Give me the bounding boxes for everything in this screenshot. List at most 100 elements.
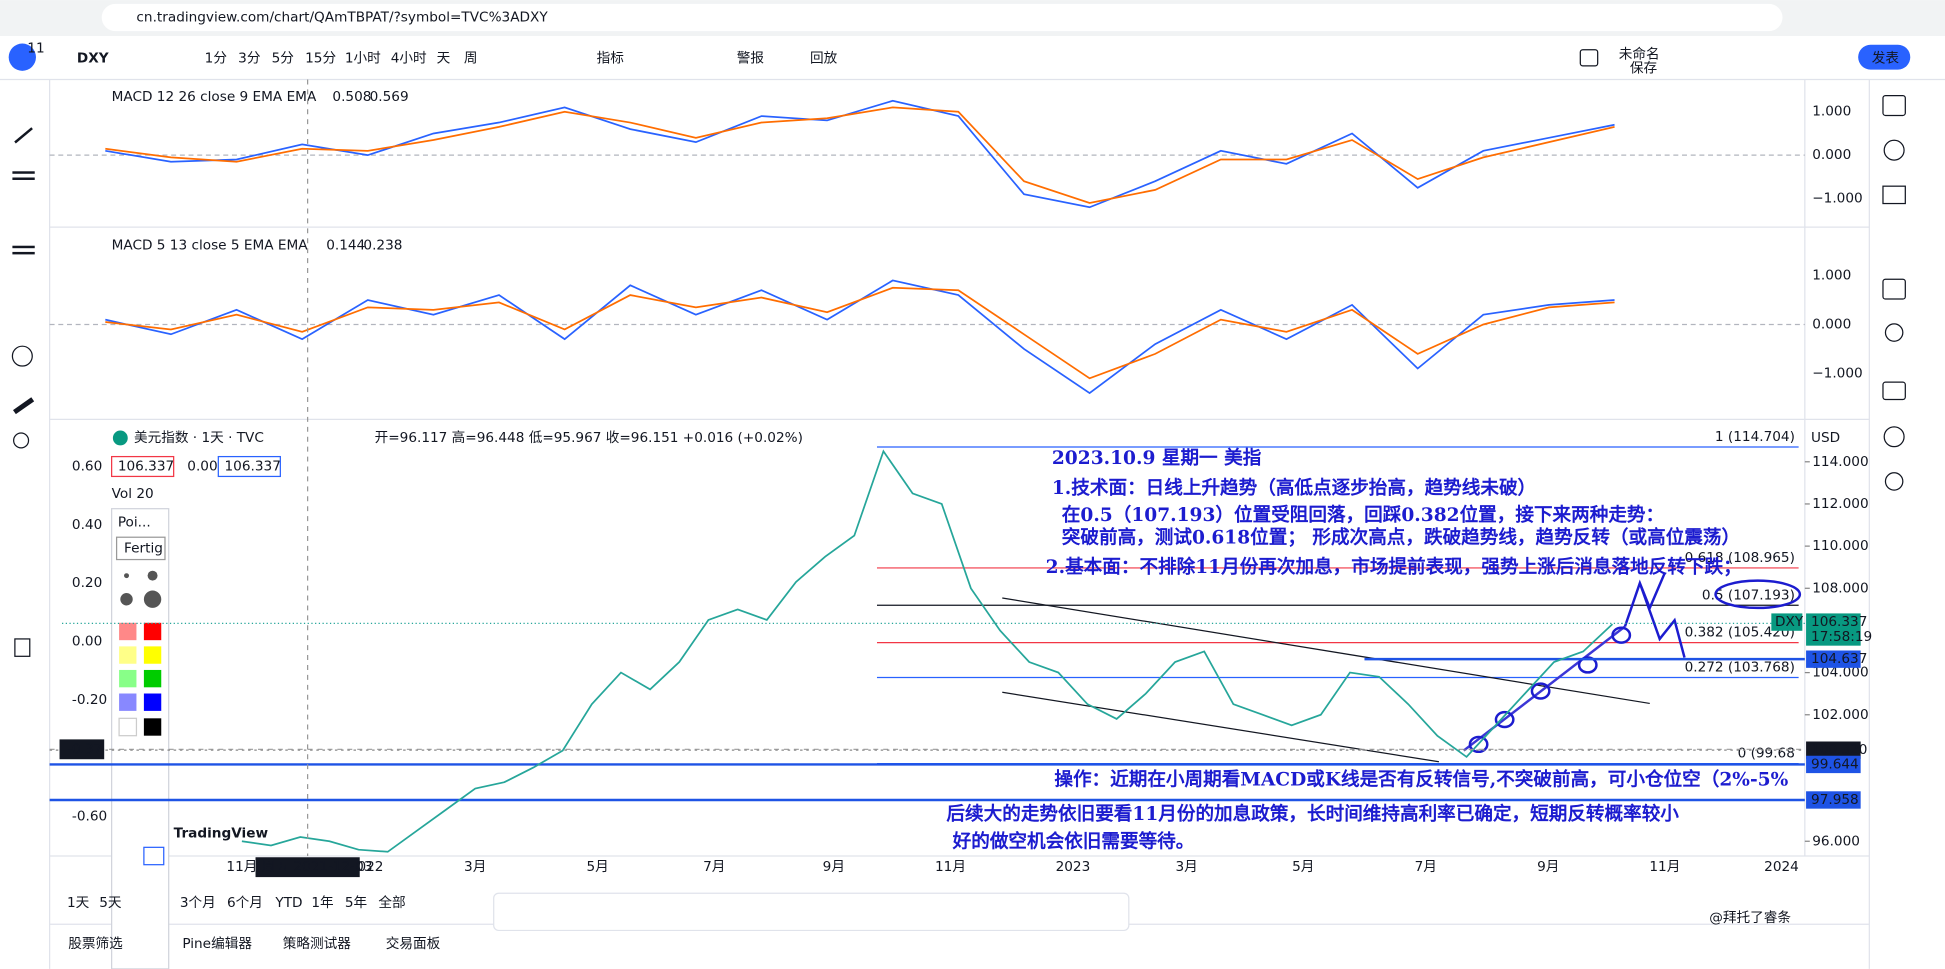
arrow-drawing [1623,572,1686,658]
ohlc: 开=96.117 高=96.448 低=95.967 收=96.151 +0.0… [375,429,803,446]
crosshair-tag [59,739,105,760]
price-tag [1806,741,1861,759]
indicator-title: MACD 5 13 close 5 EMA EMA [112,238,309,254]
fib-label: 0.618 (108.965) [1685,550,1795,566]
tab[interactable]: Pine编辑器 [182,936,252,952]
annotation: 突破前高，测试0.618位置； 形成次高点，跌破趋势线，趋势反转（或高位震荡） [1062,526,1740,548]
url[interactable]: cn.tradingview.com/chart/QAmTBPAT/?symbo… [136,9,548,25]
legend-box [217,455,281,478]
alert[interactable]: 警报 [737,50,765,66]
fib-label: 0 (99.68 [1738,746,1795,762]
annotation: 好的做空机会依旧需要等待。 [952,830,1195,852]
annotation: 1.技术面：日线上升趋势（高低点逐步抬高，趋势线未破） [1052,477,1536,499]
top-toolbar [0,36,1945,80]
interval[interactable]: 3分 [238,50,261,66]
x-tick-label: 2024 [1764,859,1799,875]
annotation: 操作：近期在小周期看MACD或K线是否有反转信号,不突破前高，可小仓位空（2%-… [1054,768,1788,790]
tab[interactable]: 交易面板 [386,935,441,952]
circle-mark [1494,710,1515,729]
y-tick-label: 114.000 [1812,454,1868,470]
circle-mark [1468,735,1489,754]
y-tick-label: 0.000 [1812,147,1851,163]
publish-button[interactable] [1858,44,1911,70]
crosshair-tag [255,857,360,878]
price-tag [1806,755,1861,774]
circle-mark [1530,682,1551,700]
annotation: 2023.10.9 星期一 美指 [1052,447,1262,469]
legend-value: 0.569 [370,89,409,105]
palette-title: Poi... [118,514,151,530]
legend-value: 0.508 [332,89,371,105]
interval[interactable]: 1分 [205,50,228,66]
y-tick-label: 1.000 [1812,267,1851,283]
series-line [105,279,1615,395]
save[interactable]: 保存 [1630,60,1658,76]
address-field[interactable] [101,3,1783,32]
last-price: 106.337 [1811,614,1867,630]
interval[interactable]: 5分 [272,50,295,66]
trend-line [1002,597,1650,705]
price-tag-label: 97.958 [1811,792,1859,808]
fib-label: 0.272 (103.768) [1685,660,1795,676]
avatar[interactable] [8,43,36,71]
x-tick-label: 5月 [1292,859,1314,875]
y-tick-label: 110.000 [1812,538,1868,554]
layout-name[interactable]: 未命名 [1619,46,1660,63]
price-tag [1806,650,1861,668]
interval[interactable]: 4小时 [391,50,427,66]
series-line [105,106,1615,204]
interval[interactable]: 周 [464,50,478,66]
publish[interactable]: 发表 [1872,50,1900,66]
x-tick-label: 11月 [935,859,966,875]
range[interactable]: 5天 [99,895,122,911]
interval[interactable]: 15分 [305,50,336,66]
countdown: 17:58:19 [1811,629,1872,645]
replay[interactable]: 回放 [810,50,838,66]
interval[interactable]: 1小时 [345,50,381,66]
range[interactable]: 3个月 [180,895,216,911]
price-tag [1806,613,1861,646]
symbol-icon [112,430,128,446]
chart-title: 美元指数 · 1天 · TVC [134,430,264,446]
tab[interactable]: 股票筛选 [68,936,123,952]
y2-tick-label: 0.60 [72,459,102,475]
indicators[interactable]: 指标 [597,50,625,66]
range[interactable]: 1年 [311,895,333,911]
interval[interactable]: 天 [437,50,451,66]
left-tools [11,127,35,657]
range[interactable]: 5年 [345,895,367,911]
y-tick-label: −1.000 [1812,191,1862,207]
x-tick-label: 11月 [1649,859,1680,875]
y2-tick-label: 0.40 [72,517,102,533]
price-tag [1806,791,1861,809]
circle-mark [1611,626,1632,644]
y-tick-label: 102.000 [1812,707,1868,723]
price-tag-label: 99.644 [1811,756,1859,772]
range[interactable]: 1天 [67,895,90,911]
crosshair-value: -0.37 [67,741,102,757]
y-tick-label: 104.000 [1812,665,1868,681]
x-tick-label: 9月 [823,859,845,875]
price-tag-label: 100.320 [1811,742,1867,758]
trend-line [1462,625,1626,752]
legend-value: 0.238 [363,238,402,254]
y-tick-label: 112.000 [1812,496,1868,512]
range[interactable]: 全部 [378,894,405,911]
tab[interactable]: 策略测试器 [283,935,351,952]
x-tick-label: 3月 [1176,859,1198,875]
checkbox[interactable] [1579,49,1599,67]
currency[interactable]: USD [1811,430,1840,446]
legend-value: 0.144 [326,238,365,254]
range[interactable]: YTD [274,895,302,911]
x-tick-label: 2023 [1056,859,1091,875]
symbol[interactable]: DXY [77,50,109,66]
fib-label: 0.382 (105.420) [1685,625,1795,641]
corner-watermark: @拜托了睿条 [1709,909,1791,926]
x-tick-label: 9月 [1537,859,1559,875]
range[interactable]: 6个月 [227,895,263,911]
y2-tick-label: 0.20 [72,575,102,591]
drawing-toolbar [493,892,1130,932]
watermark: TradingView [174,826,269,842]
